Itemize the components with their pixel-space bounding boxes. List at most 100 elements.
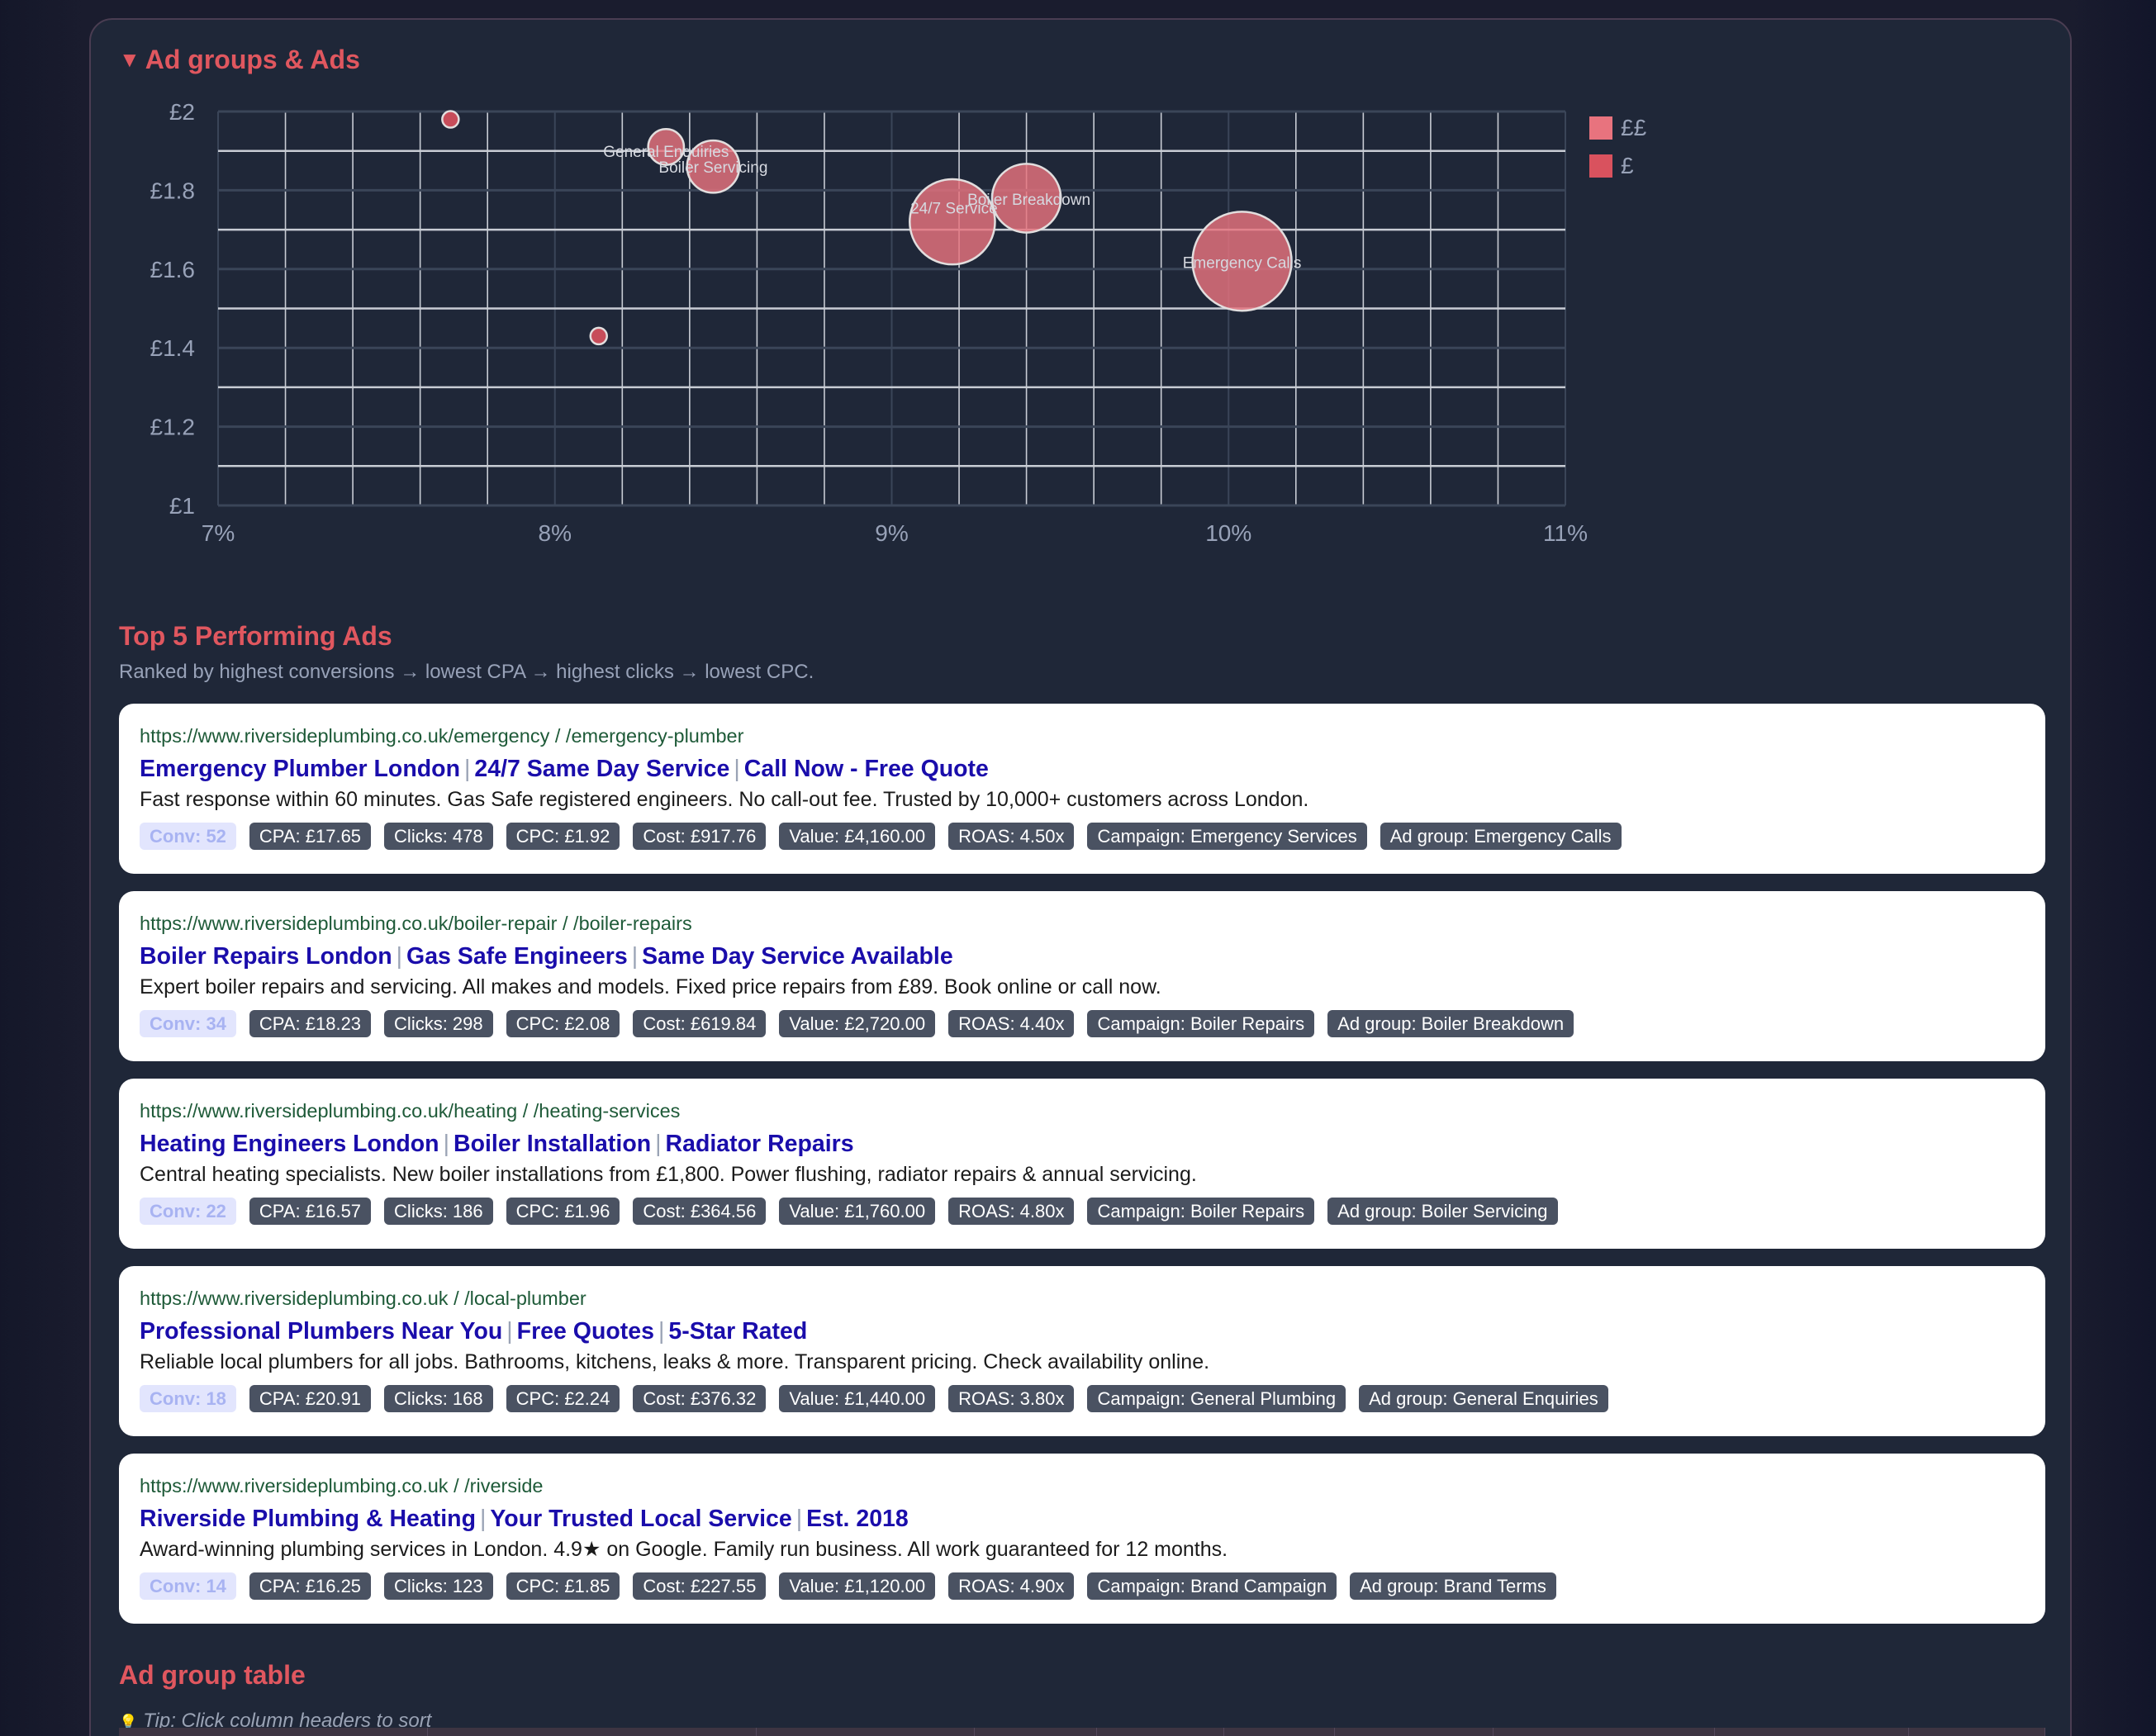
headline-separator: | — [795, 1506, 803, 1532]
badge-cost: Cost: £619.84 — [633, 1010, 767, 1037]
bubble-point[interactable] — [647, 128, 686, 166]
badge-conv: Conv: 22 — [140, 1198, 236, 1225]
table-column-header[interactable] — [1224, 1728, 1335, 1736]
bubble-point[interactable] — [1191, 211, 1293, 312]
headline-separator: | — [480, 1506, 487, 1532]
badge-roas: ROAS: 4.40x — [948, 1010, 1075, 1037]
badge-value: Value: £1,120.00 — [779, 1572, 936, 1600]
table-column-header[interactable] — [757, 1728, 975, 1736]
badge-conv: Conv: 34 — [140, 1010, 236, 1037]
table-column-header[interactable] — [428, 1728, 757, 1736]
table-column-header[interactable] — [975, 1728, 1098, 1736]
headline-part: Boiler Repairs London — [140, 943, 392, 970]
badge-cpc: CPC: £1.96 — [506, 1198, 620, 1225]
top-ads-subtitle: Ranked by highest conversions → lowest C… — [119, 661, 814, 683]
chart-canvas[interactable]: £1 £1.2 £1.4 £1.6 £1.8 £2 7% 8% 9% 10% 11% General … — [91, 20, 2073, 598]
ad-description: Award-winning plumbing services in Londo… — [140, 1538, 1228, 1561]
badge-cpa: CPA: £18.23 — [249, 1010, 372, 1037]
x-axis-tick-label: 9% — [875, 520, 908, 546]
x-axis-tick-label: 8% — [539, 520, 572, 546]
legend-item-high[interactable]: ££ — [1589, 109, 1646, 147]
headline-part: Riverside Plumbing & Heating — [140, 1506, 476, 1532]
badge-cpa: CPA: £17.65 — [249, 823, 372, 850]
headline-separator: | — [658, 1318, 665, 1345]
bubble-label: 24/7 Service — [910, 201, 998, 218]
table-column-header[interactable] — [119, 1728, 428, 1736]
table-column-header[interactable] — [1494, 1728, 1716, 1736]
legend-item-low[interactable]: £ — [1589, 147, 1646, 185]
badge-ad-group: Ad group: Boiler Breakdown — [1327, 1010, 1574, 1037]
badge-clicks: Clicks: 168 — [384, 1385, 493, 1412]
headline-separator: | — [506, 1318, 513, 1345]
badge-campaign: Campaign: Boiler Repairs — [1087, 1010, 1315, 1037]
badge-cpc: CPC: £1.85 — [506, 1572, 620, 1600]
headline-separator: | — [463, 756, 471, 782]
table-column-header[interactable] — [1335, 1728, 1494, 1736]
ad-groups-toggle[interactable]: ▼ Ad groups & Ads — [119, 45, 360, 75]
badge-conv: Conv: 18 — [140, 1385, 236, 1412]
bubble-point[interactable] — [990, 163, 1062, 234]
headline-part: Same Day Service Available — [642, 943, 953, 970]
ad-card[interactable]: https://www.riversideplumbing.co.uk / /r… — [119, 1454, 2045, 1624]
ad-display-url[interactable]: https://www.riversideplumbing.co.uk/heat… — [140, 1100, 681, 1122]
badge-value: Value: £2,720.00 — [779, 1010, 936, 1037]
badge-cost: Cost: £364.56 — [633, 1198, 767, 1225]
badge-campaign: Campaign: Brand Campaign — [1087, 1572, 1337, 1600]
headline-part: Boiler Installation — [454, 1131, 652, 1157]
y-axis-tick-label: £2 — [169, 99, 195, 125]
badge-conv: Conv: 14 — [140, 1572, 236, 1600]
bubble-point[interactable] — [441, 110, 460, 129]
ad-display-url[interactable]: https://www.riversideplumbing.co.uk / /r… — [140, 1475, 544, 1496]
badge-ad-group: Ad group: Boiler Servicing — [1327, 1198, 1558, 1225]
headline-part: Gas Safe Engineers — [406, 943, 628, 970]
ad-description: Central heating specialists. New boiler … — [140, 1163, 1197, 1186]
ad-headline[interactable]: Emergency Plumber London | 24/7 Same Day S… — [140, 752, 2025, 786]
ad-headline[interactable]: Heating Engineers London | Boiler Installa… — [140, 1127, 2025, 1161]
ad-display-url[interactable]: https://www.riversideplumbing.co.uk/boil… — [140, 913, 692, 934]
bubble-point[interactable] — [589, 326, 608, 346]
ad-description: Reliable local plumbers for all jobs. Ba… — [140, 1350, 1210, 1373]
badge-ad-group: Ad group: Emergency Calls — [1380, 823, 1622, 850]
table-column-header[interactable] — [1097, 1728, 1224, 1736]
table-column-header[interactable] — [1909, 1728, 2045, 1736]
headline-part: Emergency Plumber London — [140, 756, 460, 782]
ad-headline[interactable]: Boiler Repairs London | Gas Safe Engineers… — [140, 939, 2025, 974]
bubble-point[interactable] — [909, 178, 996, 266]
ad-headline[interactable]: Riverside Plumbing & Heating | Your Truste… — [140, 1501, 2025, 1536]
bubble-point[interactable] — [686, 139, 741, 194]
ad-card[interactable]: https://www.riversideplumbing.co.uk/heat… — [119, 1079, 2045, 1249]
headline-separator: | — [443, 1131, 450, 1157]
headline-part: Free Quotes — [516, 1318, 654, 1345]
badge-cpc: CPC: £1.92 — [506, 823, 620, 850]
headline-part: Your Trusted Local Service — [490, 1506, 792, 1532]
badge-campaign: Campaign: General Plumbing — [1087, 1385, 1346, 1412]
badge-clicks: Clicks: 478 — [384, 823, 493, 850]
y-axis-tick-label: £1.8 — [150, 178, 196, 203]
bubble-chart: £1 £1.2 £1.4 £1.6 £1.8 £2 7% 8% 9% 10% 11% General … — [91, 20, 2073, 598]
badge-campaign: Campaign: Emergency Services — [1087, 823, 1367, 850]
ad-card[interactable]: https://www.riversideplumbing.co.uk/emer… — [119, 704, 2045, 874]
ad-headline[interactable]: Professional Plumbers Near You | Free Quot… — [140, 1314, 2025, 1349]
legend-swatch-icon — [1589, 154, 1612, 178]
chart-legend: ££ £ — [1589, 109, 1646, 185]
ad-display-url[interactable]: https://www.riversideplumbing.co.uk/emer… — [140, 725, 744, 747]
lightbulb-icon: 💡 — [119, 1714, 138, 1730]
headline-separator: | — [396, 943, 403, 970]
ad-group-table-header — [119, 1728, 2045, 1736]
y-axis-tick-label: £1.2 — [150, 415, 196, 440]
ad-group-table-title: Ad group table — [119, 1660, 306, 1690]
table-column-header[interactable] — [1715, 1728, 1910, 1736]
ad-card[interactable]: https://www.riversideplumbing.co.uk / /l… — [119, 1266, 2045, 1436]
ad-description: Fast response within 60 minutes. Gas Saf… — [140, 788, 1309, 811]
ad-card[interactable]: https://www.riversideplumbing.co.uk/boil… — [119, 891, 2045, 1061]
bubble-label: General Enquiries — [603, 144, 729, 161]
bubble-label: Boiler Servicing — [658, 159, 767, 177]
headline-part: 24/7 Same Day Service — [474, 756, 730, 782]
ad-groups-panel: ▼ Ad groups & Ads £1 £1.2 £1.4 £1.6 £1.8 £2 7% 8… — [89, 18, 2072, 1736]
headline-part: Est. 2018 — [806, 1506, 909, 1532]
legend-label: £ — [1621, 153, 1634, 178]
badge-roas: ROAS: 3.80x — [948, 1385, 1075, 1412]
legend-label: ££ — [1621, 115, 1647, 140]
badge-campaign: Campaign: Boiler Repairs — [1087, 1198, 1315, 1225]
ad-display-url[interactable]: https://www.riversideplumbing.co.uk / /l… — [140, 1288, 586, 1309]
